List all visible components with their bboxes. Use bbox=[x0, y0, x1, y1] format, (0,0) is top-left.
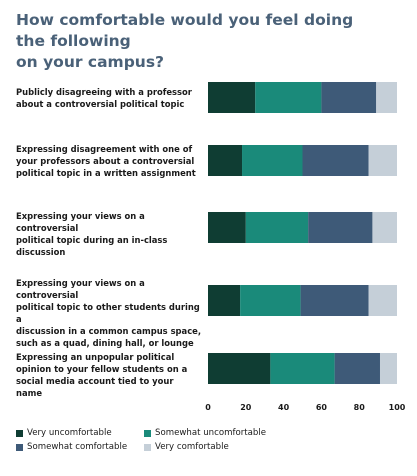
legend-label: Somewhat comfortable bbox=[27, 442, 128, 452]
bar-segment-3-4 bbox=[372, 212, 397, 243]
bar-segment-3-3 bbox=[308, 212, 373, 243]
x-tick-label-20: 20 bbox=[240, 403, 252, 412]
bar-segment-5-2 bbox=[270, 353, 335, 384]
x-tick-label-60: 60 bbox=[316, 403, 328, 412]
category-label-line: Expressing an unpopular political bbox=[16, 351, 175, 362]
legend-item-3: Somewhat comfortable bbox=[16, 442, 127, 452]
bar-segment-5-1 bbox=[208, 353, 271, 384]
category-label-4: Expressing your views on a controversial… bbox=[16, 277, 202, 349]
bar-segment-2-4 bbox=[368, 145, 397, 176]
bar-segment-2-3 bbox=[302, 145, 369, 176]
legend-item-2: Somewhat uncomfortable bbox=[144, 428, 266, 438]
bar-segment-2-2 bbox=[242, 145, 303, 176]
chart-title: How comfortable would you feel doing the… bbox=[16, 10, 376, 73]
bar-segment-2-1 bbox=[208, 145, 243, 176]
bar-segment-3-2 bbox=[245, 212, 309, 243]
category-label-line: social media account tied to your name bbox=[16, 375, 174, 398]
category-label-2: Expressing disagreement with one of your … bbox=[16, 143, 202, 179]
legend-swatch bbox=[144, 429, 151, 437]
bar-segment-5-4 bbox=[379, 353, 397, 384]
bar-segment-4-2 bbox=[240, 285, 301, 316]
bar-segment-1-3 bbox=[321, 82, 377, 113]
chart-title-line-1: How comfortable would you feel doing the… bbox=[16, 11, 354, 50]
x-tick-label-80: 80 bbox=[354, 403, 366, 412]
x-tick-label-0: 0 bbox=[205, 403, 211, 412]
legend-swatch bbox=[144, 443, 151, 451]
category-label-line: Expressing disagreement with one of bbox=[16, 143, 193, 154]
legend-item-1: Very uncomfortable bbox=[16, 428, 112, 438]
bar-segment-4-4 bbox=[368, 285, 397, 316]
bar-segment-4-3 bbox=[300, 285, 369, 316]
category-label-line: discussion in a common campus space, bbox=[16, 325, 202, 336]
category-label-line: political topic to other students during… bbox=[16, 301, 200, 324]
category-label-line: discussion bbox=[16, 246, 66, 257]
chart-title-line-2: on your campus? bbox=[16, 53, 165, 71]
category-label-line: Publicly disagreeing with a professor bbox=[16, 86, 192, 97]
legend-label: Somewhat uncomfortable bbox=[155, 428, 267, 438]
legend-item-4: Very comfortable bbox=[144, 442, 229, 452]
bar-segment-1-1 bbox=[208, 82, 256, 113]
category-label-line: Expressing your views on a controversial bbox=[16, 277, 145, 300]
category-label-line: your professors about a controversial bbox=[16, 155, 195, 166]
legend-swatch bbox=[16, 443, 23, 451]
category-label-line: Expressing your views on a controversial bbox=[16, 210, 145, 233]
legend-label: Very uncomfortable bbox=[27, 428, 112, 438]
x-tick-label-40: 40 bbox=[278, 403, 290, 412]
category-label-line: opinion to your fellow students on a bbox=[16, 363, 188, 374]
category-label-5: Expressing an unpopular political opinion… bbox=[16, 351, 202, 399]
category-label-3: Expressing your views on a controversial… bbox=[16, 210, 202, 258]
bar-segment-3-1 bbox=[208, 212, 246, 243]
bar-segment-1-4 bbox=[376, 82, 397, 113]
bar-segment-5-3 bbox=[334, 353, 380, 384]
category-label-line: such as a quad, dining hall, or lounge bbox=[16, 337, 194, 348]
category-label-1: Publicly disagreeing with a professor abo… bbox=[16, 86, 202, 110]
legend-swatch bbox=[16, 429, 23, 437]
x-tick-label-100: 100 bbox=[389, 403, 406, 412]
category-label-line: political topic in a written assignment bbox=[16, 167, 196, 178]
category-label-line: political topic during an in-class bbox=[16, 234, 168, 245]
bar-segment-4-1 bbox=[208, 285, 241, 316]
category-label-line: about a controversial political topic bbox=[16, 98, 185, 109]
bar-segment-1-2 bbox=[255, 82, 322, 113]
legend-label: Very comfortable bbox=[155, 442, 229, 452]
